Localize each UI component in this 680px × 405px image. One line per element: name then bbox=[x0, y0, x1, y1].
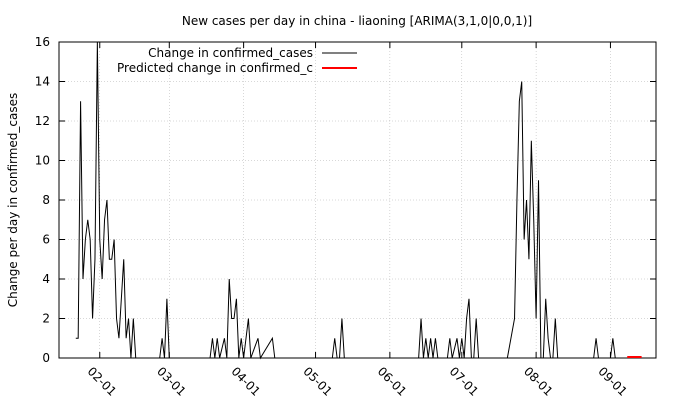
y-tick-label: 8 bbox=[42, 193, 50, 207]
y-tick-label: 12 bbox=[35, 114, 50, 128]
x-tick-label: 07-01 bbox=[447, 364, 482, 399]
x-tick-label: 08-01 bbox=[521, 364, 556, 399]
y-tick-label: 6 bbox=[42, 233, 50, 247]
x-tick-label: 06-01 bbox=[375, 364, 410, 399]
y-tick-label: 10 bbox=[35, 154, 50, 168]
series-layer bbox=[76, 42, 642, 358]
y-tick-label: 0 bbox=[42, 351, 50, 365]
legend-label: Change in confirmed_cases bbox=[148, 46, 313, 60]
y-tick-label: 4 bbox=[42, 272, 50, 286]
grid-layer bbox=[59, 42, 656, 358]
axis-layer: 0 2 4 6 8 10 12 14 16 02-01 03-01 04-01 05-01 06-01 07… bbox=[35, 35, 656, 399]
x-tick-label: 03-01 bbox=[154, 364, 189, 399]
series-line-confirmed-cases bbox=[76, 42, 615, 358]
chart-title: New cases per day in china - liaoning [A… bbox=[182, 14, 532, 28]
y-axis-label: Change per day in confirmed_cases bbox=[6, 93, 20, 308]
x-tick-label: 04-01 bbox=[228, 364, 263, 399]
y-tick-label: 16 bbox=[35, 35, 50, 49]
legend-label: Predicted change in confirmed_c bbox=[117, 61, 313, 75]
x-tick-label: 09-01 bbox=[595, 364, 630, 399]
y-tick-label: 2 bbox=[42, 312, 50, 326]
x-tick-label: 02-01 bbox=[85, 364, 120, 399]
y-tick-label: 14 bbox=[35, 75, 50, 89]
x-tick-label: 05-01 bbox=[300, 364, 335, 399]
